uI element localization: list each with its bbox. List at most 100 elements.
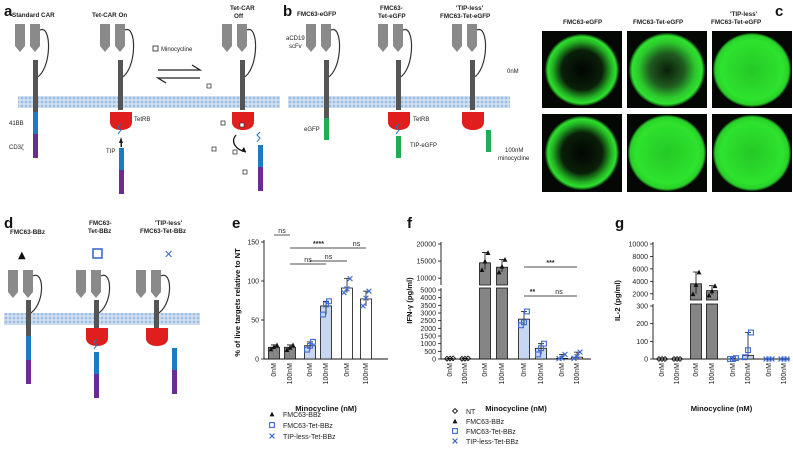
scfv-label-2: scFv — [289, 44, 302, 50]
label-tip: TIP — [106, 149, 115, 155]
minocycline-icon — [152, 45, 159, 52]
open-square-marker-icon — [92, 248, 103, 259]
data-point — [693, 282, 699, 287]
legend-marker — [451, 407, 459, 415]
legend-marker — [269, 422, 275, 428]
d-col2-title-2: Tet-BBz — [88, 228, 111, 235]
x-tick-label: 0nM — [271, 363, 278, 377]
y-tick-label: 100 — [247, 279, 259, 286]
data-point — [524, 308, 530, 315]
data-point — [733, 355, 739, 362]
data-point — [290, 342, 296, 348]
y-axis-title: % of live targets relative to NT — [233, 248, 242, 357]
data-point — [538, 345, 544, 352]
data-point — [347, 275, 353, 282]
y-tick-label: 0 — [432, 357, 436, 364]
y-tick-label: 4000 — [420, 295, 436, 302]
tet-car-off-diagram — [206, 24, 263, 191]
significance-label: ns — [325, 254, 333, 261]
legend-label: FMC63-Tet-BBz — [283, 423, 333, 430]
y-tick-label: 200 — [636, 321, 648, 328]
y-tick-label: 15000 — [417, 259, 437, 266]
y-axis-title: IL-2 (pg/ml) — [613, 280, 622, 321]
data-point — [574, 353, 580, 360]
data-point — [541, 340, 547, 347]
b-col1-title: FMC63-eGFP — [297, 11, 336, 18]
x-tick-label: 100nM — [538, 363, 545, 385]
chart-g-il2: 2000 4000 6000 8000 10000 0 100 200 300 0nM 100nM 0… — [613, 242, 790, 413]
x-tick-label: 0nM — [766, 363, 773, 377]
data-point — [268, 346, 274, 352]
y-tick-label: 0 — [255, 357, 259, 364]
tip-egfp-label: TIP-eGFP — [410, 143, 437, 149]
legend-f-g: NT FMC63-BBz FMC63-Tet-BBz TIP-less-Tet-BBz — [451, 407, 519, 446]
y-tick-label: 50 — [251, 318, 259, 325]
legend-marker — [269, 411, 275, 417]
panel-b-label: b — [283, 3, 292, 20]
x-tick-label: 100nM — [499, 363, 506, 385]
legend-marker — [452, 428, 458, 434]
legend-label: FMC63-Tet-BBz — [466, 429, 516, 436]
legend-marker — [269, 433, 275, 439]
c-col1-title: FMC63-eGFP — [563, 19, 602, 26]
c-col2-title: FMC63-Tet-eGFP — [633, 19, 683, 26]
x-tick-label: 100nM — [709, 363, 716, 385]
data-point — [676, 355, 684, 363]
c-col3-title-2: FMC63-Tet-eGFP — [711, 19, 761, 26]
significance-label: ns — [353, 241, 361, 248]
tet-car-off-title-1: Tet-CAR — [230, 5, 255, 12]
data-point — [271, 344, 277, 349]
x-tick-label: 100nM — [363, 363, 370, 385]
egfp-label: eGFP — [304, 127, 320, 133]
data-point — [366, 288, 372, 294]
panel-a-membrane — [18, 96, 280, 108]
panel-c-label: c — [775, 3, 783, 20]
d-col2-title-1: FMC63- — [89, 220, 112, 227]
data-point — [323, 301, 329, 308]
data-point — [307, 342, 313, 349]
data-point — [712, 283, 718, 289]
tet-car-on-diagram — [100, 24, 135, 194]
data-point — [360, 303, 366, 309]
y-tick-label: 10000 — [629, 242, 649, 249]
b-col3-title-1: 'TIP-less' — [456, 5, 484, 12]
y-tick-label: 2500 — [420, 318, 436, 325]
c-row1-label: 0nM — [507, 69, 519, 75]
data-point — [363, 295, 369, 301]
legend-label: NT — [466, 409, 476, 416]
label-cd3z: CD3ζ — [9, 145, 24, 151]
chart-f-ifng: 10000 15000 20000 0500100015002000250030003… — [405, 242, 591, 413]
data-point — [661, 355, 669, 363]
label-tetrb: TetRB — [134, 117, 150, 123]
y-tick-label: 150 — [247, 240, 259, 247]
tet-car-on-title: Tet-CAR On — [92, 12, 127, 19]
y-tick-label: 4000 — [632, 279, 648, 286]
y-tick-label: 500 — [424, 349, 436, 356]
x-tick-label: 100nM — [574, 363, 581, 385]
bar — [360, 298, 372, 360]
c-row2-label-1: 100nM — [505, 148, 523, 154]
equilibrium-arrows-icon — [155, 64, 203, 84]
data-point — [745, 347, 751, 354]
y-tick-label: 0 — [644, 357, 648, 364]
panel-f-label: f — [407, 215, 413, 232]
significance-label: ** — [530, 289, 536, 296]
label-41bb: 41BB — [9, 121, 24, 127]
data-point — [479, 267, 485, 273]
bar-lower — [706, 303, 718, 360]
bar — [341, 287, 353, 360]
x-tick-label: 0nM — [559, 363, 566, 377]
error-bar — [323, 300, 329, 315]
legend-marker — [452, 418, 458, 424]
legend-e: FMC63-BBz FMC63-Tet-BBz TIP-less-Tet-BBz — [269, 411, 336, 441]
scfv-label-1: aCD19 — [286, 36, 305, 42]
standard-car-title: Standard CAR — [12, 12, 55, 19]
x-tick-label: 0nM — [344, 363, 351, 377]
significance-label: ns — [555, 289, 563, 296]
panel-g-label: g — [615, 215, 624, 232]
data-point — [696, 269, 702, 275]
b-tetrb-label: TetRB — [413, 117, 429, 123]
d-col3-title-2: FMC63-Tet-BBz — [140, 228, 186, 235]
legend-label: FMC63-BBz — [283, 412, 322, 419]
x-axis-title: Minocycline (nM) — [691, 404, 753, 413]
